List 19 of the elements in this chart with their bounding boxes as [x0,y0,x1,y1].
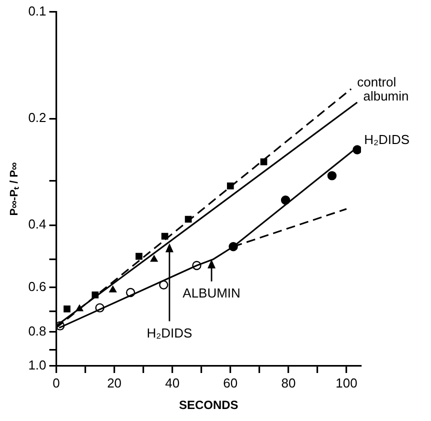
y-tick-label: 0.2 [28,110,46,126]
annotation: ALBUMIN [182,286,240,301]
y-tick-label: 0.6 [28,279,46,294]
x-tick-label: 0 [52,375,60,390]
x-tick-label: 40 [165,375,180,390]
y-tick-label: 0.1 [28,4,46,19]
y-tick-label: 0.8 [28,323,46,338]
y-tick-label: 0.4 [28,216,46,232]
annotation: H₂DIDS [146,325,193,340]
x-tick-label: 80 [281,375,296,390]
series-label: albumin [363,88,409,104]
series-label: control [357,74,396,90]
x-tick-label: 20 [107,375,122,390]
series-label: H₂DIDS [364,132,410,148]
x-tick-label: 100 [336,375,358,390]
x-axis-title: SECONDS [178,398,238,412]
y-axis-title: P∞-Pₜ / P∞ [8,162,21,216]
x-tick-label: 60 [223,375,238,390]
y-tick-label: 1.0 [28,358,46,373]
